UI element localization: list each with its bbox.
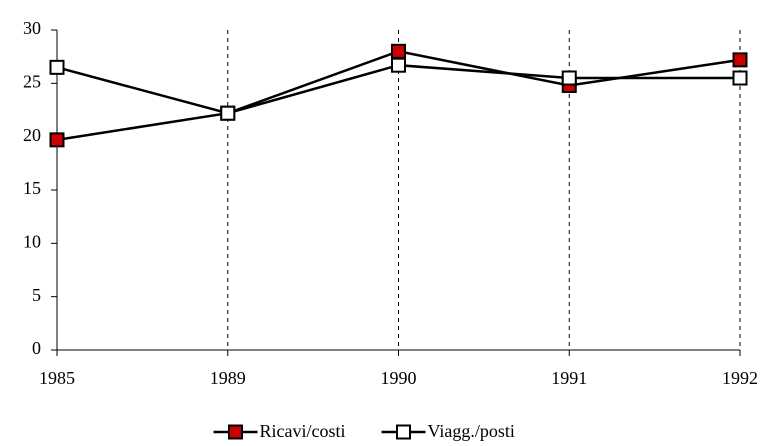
marker xyxy=(391,57,406,73)
y-tick-label: 10 xyxy=(23,231,41,251)
y-tick-label: 0 xyxy=(32,338,41,358)
marker xyxy=(732,70,748,86)
marker xyxy=(49,59,65,75)
marker xyxy=(220,105,236,121)
marker xyxy=(561,70,577,86)
legend-label: Viagg./posti xyxy=(428,421,515,441)
x-tick-label: 1991 xyxy=(551,368,587,388)
legend-marker xyxy=(228,424,243,440)
legend-marker xyxy=(396,424,411,440)
legend-label: Ricavi/costi xyxy=(260,421,346,441)
y-tick-label: 5 xyxy=(32,285,41,305)
y-tick-label: 20 xyxy=(23,125,41,145)
y-tick-label: 30 xyxy=(23,18,41,38)
y-tick-label: 15 xyxy=(23,178,41,198)
marker xyxy=(732,52,748,68)
x-tick-label: 1992 xyxy=(722,368,758,388)
x-tick-label: 1989 xyxy=(210,368,246,388)
x-tick-label: 1990 xyxy=(381,368,417,388)
marker xyxy=(49,132,65,148)
y-tick-label: 25 xyxy=(23,71,41,91)
marker xyxy=(391,43,406,59)
x-tick-label: 1985 xyxy=(39,368,75,388)
